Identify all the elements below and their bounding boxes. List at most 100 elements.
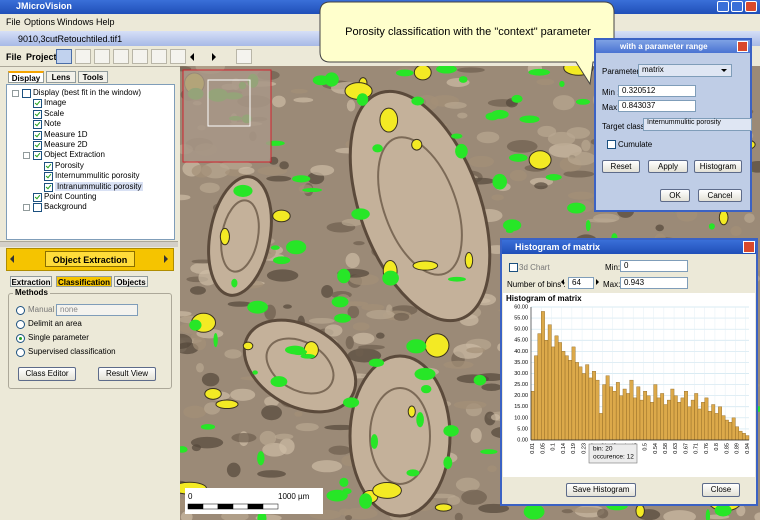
yellow-pore	[411, 138, 423, 151]
radio[interactable]	[16, 334, 25, 343]
button[interactable]: OK	[660, 189, 690, 202]
menu-item[interactable]: File	[6, 17, 21, 27]
checkbox[interactable]	[33, 130, 42, 140]
tool-button[interactable]	[113, 49, 129, 64]
tool-button[interactable]	[75, 49, 91, 64]
checkbox[interactable]	[33, 141, 42, 150]
tree-item[interactable]: Background	[44, 202, 87, 212]
radio[interactable]	[16, 320, 25, 329]
bar	[612, 391, 617, 441]
module-title[interactable]: Object Extraction	[45, 251, 135, 267]
radio-label[interactable]: Manual :	[28, 305, 59, 314]
tree-item[interactable]: Measure 2D	[44, 140, 88, 149]
x-tick-label: 0.67	[683, 443, 689, 454]
checkbox[interactable]	[509, 263, 518, 272]
checkbox[interactable]	[33, 193, 42, 202]
text-field[interactable]: 0.843037	[618, 100, 696, 112]
yellow-pore	[407, 405, 416, 418]
window-button[interactable]	[745, 1, 757, 12]
tree-expander[interactable]	[23, 152, 30, 160]
bar	[656, 397, 661, 441]
menu-item[interactable]: Options	[24, 17, 56, 27]
tree-expander[interactable]	[12, 90, 19, 97]
window-button[interactable]	[717, 1, 729, 12]
tree-item[interactable]: Intranummulitic porosity	[55, 181, 144, 191]
checkbox[interactable]	[33, 99, 42, 109]
menu-item[interactable]: Windows	[57, 17, 94, 27]
panel-tab[interactable]: Tools	[78, 71, 108, 83]
button[interactable]: Apply	[648, 160, 688, 173]
sub-tab[interactable]: Objects	[114, 276, 148, 287]
grain	[328, 445, 352, 455]
text-field[interactable]: 0.943	[620, 277, 688, 289]
bar	[588, 377, 593, 441]
tree-item[interactable]: Measure 1D	[44, 129, 88, 139]
tree-item[interactable]: Point Counting	[44, 192, 97, 201]
menu-item[interactable]: Help	[96, 17, 115, 27]
tree-item[interactable]: Scale	[44, 108, 65, 118]
tree-item[interactable]: Object Extraction	[44, 150, 105, 160]
bar	[711, 404, 716, 441]
checkbox[interactable]	[44, 182, 53, 192]
checkbox[interactable]	[44, 161, 53, 171]
sub-tab[interactable]: Classification	[56, 276, 112, 287]
combo[interactable]: matrix	[638, 64, 732, 77]
tree-expander[interactable]	[23, 204, 30, 212]
button[interactable]: Result View	[98, 367, 156, 381]
tool-button[interactable]	[132, 49, 148, 64]
checkbox[interactable]	[22, 89, 31, 98]
zoom-button[interactable]	[236, 49, 252, 64]
button[interactable]: Histogram	[694, 160, 742, 173]
button[interactable]: Cancel	[698, 189, 742, 202]
tree-item[interactable]: Internummulitic porosity	[55, 171, 140, 181]
radio[interactable]	[16, 348, 25, 357]
radio-label[interactable]: Supervised classification	[28, 347, 116, 356]
button[interactable]: Class Editor	[18, 367, 76, 381]
bar	[629, 379, 634, 441]
tool-button[interactable]	[56, 49, 72, 64]
checkbox[interactable]	[33, 203, 42, 213]
button[interactable]: Reset	[602, 160, 640, 173]
tree-item[interactable]: Image	[44, 98, 67, 108]
tree-item[interactable]: Porosity	[55, 160, 84, 170]
bar	[561, 351, 566, 441]
grain	[343, 507, 378, 520]
grain	[226, 462, 241, 478]
text-field[interactable]: 0	[620, 260, 688, 272]
combo[interactable]: Internummulitic porosity	[643, 118, 752, 131]
tool-button[interactable]	[94, 49, 110, 64]
radio-label[interactable]: Delimit an area	[28, 319, 82, 328]
radio-label[interactable]: Single parameter	[28, 333, 89, 342]
grain	[180, 311, 192, 317]
tool-button[interactable]	[170, 49, 186, 64]
grain	[478, 503, 510, 514]
tree-item[interactable]: Display (best fit in the window)	[33, 88, 142, 97]
manual-combo[interactable]: none	[56, 304, 138, 316]
scale-label: 0	[188, 492, 193, 501]
tool-button[interactable]	[151, 49, 167, 64]
sub-tab[interactable]: Extraction	[10, 276, 52, 287]
radio[interactable]	[16, 306, 25, 315]
doc-menu[interactable]: File	[6, 52, 22, 62]
checkbox[interactable]	[33, 120, 42, 130]
green-pore	[473, 374, 487, 386]
grain	[453, 400, 487, 410]
checkbox[interactable]	[33, 109, 42, 119]
spinner[interactable]: 64	[568, 277, 594, 289]
panel-tab[interactable]: Display	[8, 71, 44, 83]
close-button[interactable]	[743, 241, 755, 253]
close-button[interactable]	[737, 41, 748, 52]
checkbox[interactable]	[33, 151, 42, 161]
button[interactable]: Save Histogram	[566, 483, 636, 497]
green-pore	[505, 228, 514, 234]
checkbox[interactable]	[607, 140, 616, 149]
grain	[470, 428, 482, 443]
window-button[interactable]	[731, 1, 743, 12]
doc-menu[interactable]: Project	[26, 52, 57, 62]
text-field[interactable]: 0.320512	[618, 85, 696, 97]
button[interactable]: Close	[702, 483, 740, 497]
tree-item[interactable]: Note	[44, 119, 61, 129]
panel-tab[interactable]: Lens	[46, 71, 76, 83]
checkbox[interactable]	[44, 172, 53, 182]
